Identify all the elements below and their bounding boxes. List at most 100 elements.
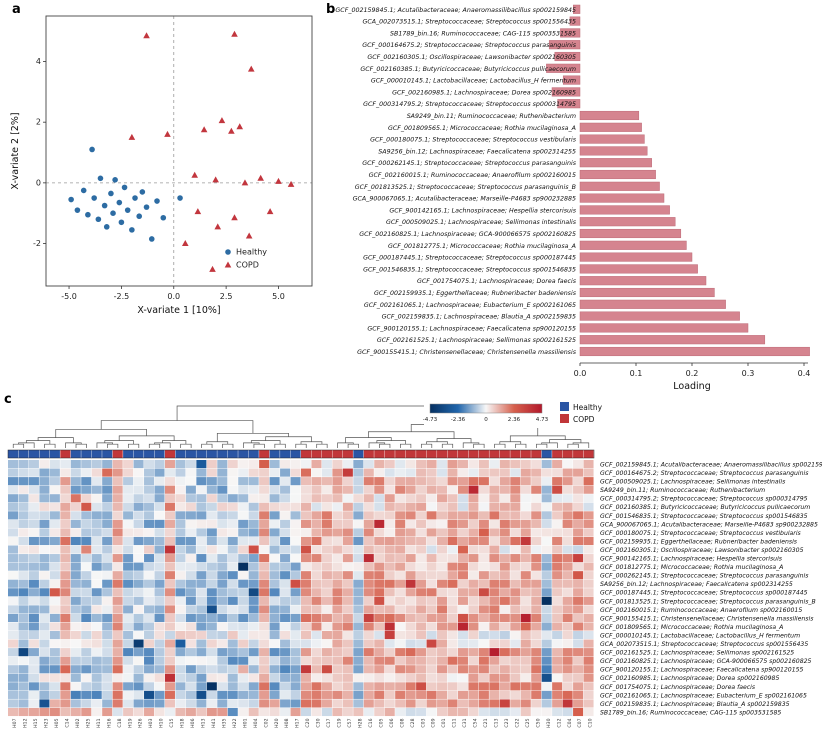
heatmap-cell	[583, 545, 594, 554]
heatmap-cell	[552, 690, 563, 699]
heatmap-cell	[552, 477, 563, 486]
heatmap-cell	[70, 536, 81, 546]
heatmap-cell	[447, 699, 458, 708]
heatmap-cell	[405, 699, 416, 708]
heatmap-cell	[321, 545, 332, 554]
heatmap-cell	[217, 519, 228, 528]
heatmap-cell	[301, 502, 312, 511]
heatmap-cell	[49, 485, 60, 494]
heatmap-cell	[8, 682, 19, 691]
heatmap-cell	[332, 588, 343, 597]
heatmap-cell	[206, 579, 217, 588]
heatmap-cell	[395, 494, 406, 503]
heatmap-cell	[342, 460, 353, 469]
heatmap-cell	[175, 477, 186, 486]
heatmap-cell	[426, 707, 437, 717]
heatmap-cell	[499, 571, 510, 580]
colorbar-tick-label: 4.73	[536, 417, 549, 423]
heatmap-cell	[91, 562, 102, 571]
heatmap-cell	[489, 690, 500, 699]
heatmap-cell	[39, 562, 50, 571]
heatmap-cell	[562, 477, 573, 486]
heatmap-cell	[28, 579, 39, 588]
heatmap-cell	[510, 648, 521, 657]
heatmap-cell	[81, 605, 92, 614]
group-strip-cell	[468, 450, 479, 458]
heatmap-cell	[478, 528, 489, 537]
heatmap-cell	[290, 622, 301, 631]
heatmap-cell	[478, 571, 489, 580]
heatmap-cell	[290, 699, 301, 708]
heatmap-cell	[552, 682, 563, 691]
heatmap-cell	[206, 545, 217, 554]
heatmap-cell	[342, 707, 353, 717]
heatmap-cell	[499, 631, 510, 640]
heatmap-cell	[269, 536, 280, 546]
dendrogram-link	[426, 441, 448, 445]
heatmap-cell	[60, 528, 71, 537]
heatmap-row-label: GCF_002159835.1; Lachnospiraceae; Blauti…	[600, 700, 790, 708]
heatmap-column-label: C18	[117, 718, 123, 727]
heatmap-cell	[28, 460, 39, 469]
heatmap-cell	[363, 511, 374, 520]
heatmap-cell	[227, 579, 238, 588]
heatmap-cell	[227, 545, 238, 554]
heatmap-cell	[39, 571, 50, 580]
dendrogram-link	[127, 443, 140, 448]
heatmap-cell	[144, 502, 155, 511]
group-strip-cell	[154, 450, 165, 458]
healthy-point	[103, 224, 110, 230]
heatmap-cell	[238, 511, 249, 520]
heatmap-cell	[123, 613, 134, 622]
heatmap-cell	[8, 562, 19, 571]
heatmap-cell	[520, 605, 531, 614]
heatmap-cell	[395, 656, 406, 665]
heatmap-cell	[164, 485, 175, 494]
heatmap-cell	[332, 631, 343, 640]
heatmap-cell	[342, 494, 353, 503]
taxon-label: GCF_000314795.2; Streptococcaceae; Strep…	[363, 100, 576, 108]
heatmap-cell	[164, 707, 175, 717]
heatmap-cell	[196, 613, 207, 622]
heatmap-cell	[457, 502, 468, 511]
heatmap-cell	[573, 648, 584, 657]
heatmap-cell	[437, 519, 448, 528]
heatmap-row-label: GCF_002161065.1; Lachnospiraceae; Eubact…	[600, 691, 807, 699]
heatmap-cell	[447, 613, 458, 622]
heatmap-cell	[28, 536, 39, 546]
heatmap-cell	[259, 562, 270, 571]
heatmap-cell	[39, 707, 50, 717]
copd-point	[245, 232, 253, 239]
heatmap-cell	[196, 485, 207, 494]
heatmap-cell	[552, 536, 563, 546]
heatmap-column-label: C10	[588, 718, 594, 727]
dendrogram-link	[107, 443, 119, 448]
heatmap-cell	[28, 648, 39, 657]
heatmap-cell	[290, 579, 301, 588]
heatmap-cell	[541, 648, 552, 657]
heatmap-cell	[468, 596, 479, 605]
heatmap-cell	[227, 707, 238, 717]
heatmap-cell	[175, 528, 186, 537]
heatmap-cell	[133, 554, 144, 563]
heatmap-cell	[206, 460, 217, 469]
heatmap-cell	[447, 554, 458, 563]
heatmap-cell	[447, 622, 458, 631]
healthy-point	[112, 177, 118, 183]
heatmap-cell	[259, 545, 270, 554]
heatmap-cell	[342, 536, 353, 546]
heatmap-cell	[196, 536, 207, 546]
heatmap-cell	[81, 528, 92, 537]
heatmap-cell	[405, 562, 416, 571]
heatmap-cell	[541, 682, 552, 691]
heatmap-cell	[301, 690, 312, 699]
heatmap-cell	[426, 699, 437, 708]
heatmap-cell	[395, 562, 406, 571]
heatmap-cell	[185, 468, 196, 477]
heatmap-cell	[248, 460, 259, 469]
taxon-label: GCF_002160825.1; Lachnospiraceae; GCA-90…	[359, 231, 576, 238]
heatmap-cell	[280, 639, 291, 648]
heatmap-cell	[238, 554, 249, 563]
heatmap-column-label: C25	[525, 718, 531, 727]
heatmap-cell	[583, 468, 594, 477]
